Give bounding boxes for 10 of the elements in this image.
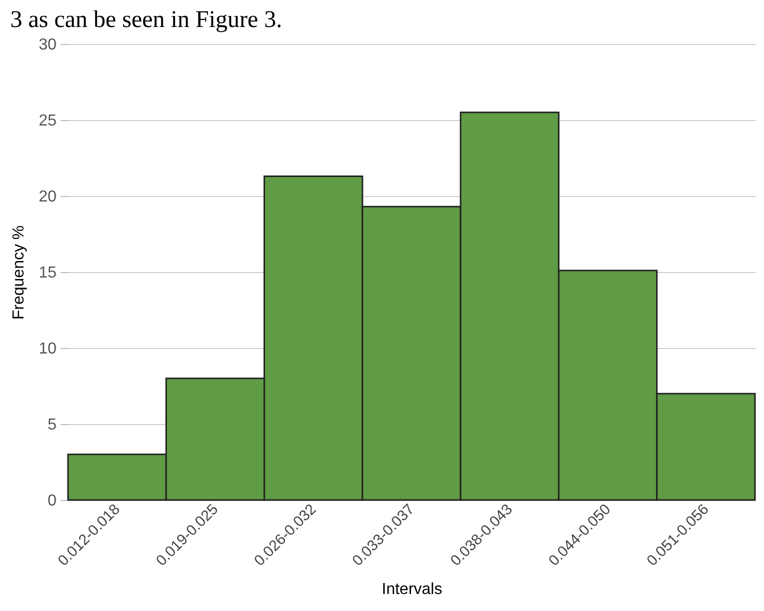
y-tick-label: 20 [38, 188, 57, 206]
text: 3 as can be seen in Figure 3. [10, 7, 282, 33]
y-tick-label: 5 [48, 416, 57, 434]
y-axis-title: Frequency % [10, 225, 28, 320]
x-axis-title: Intervals [382, 580, 442, 598]
y-tick-label: 10 [38, 340, 57, 358]
y-tick-label: 25 [38, 112, 57, 130]
y-tick-label: 15 [38, 264, 57, 282]
y-tick-label: 30 [38, 36, 57, 54]
y-tick-label: 0 [48, 492, 57, 510]
